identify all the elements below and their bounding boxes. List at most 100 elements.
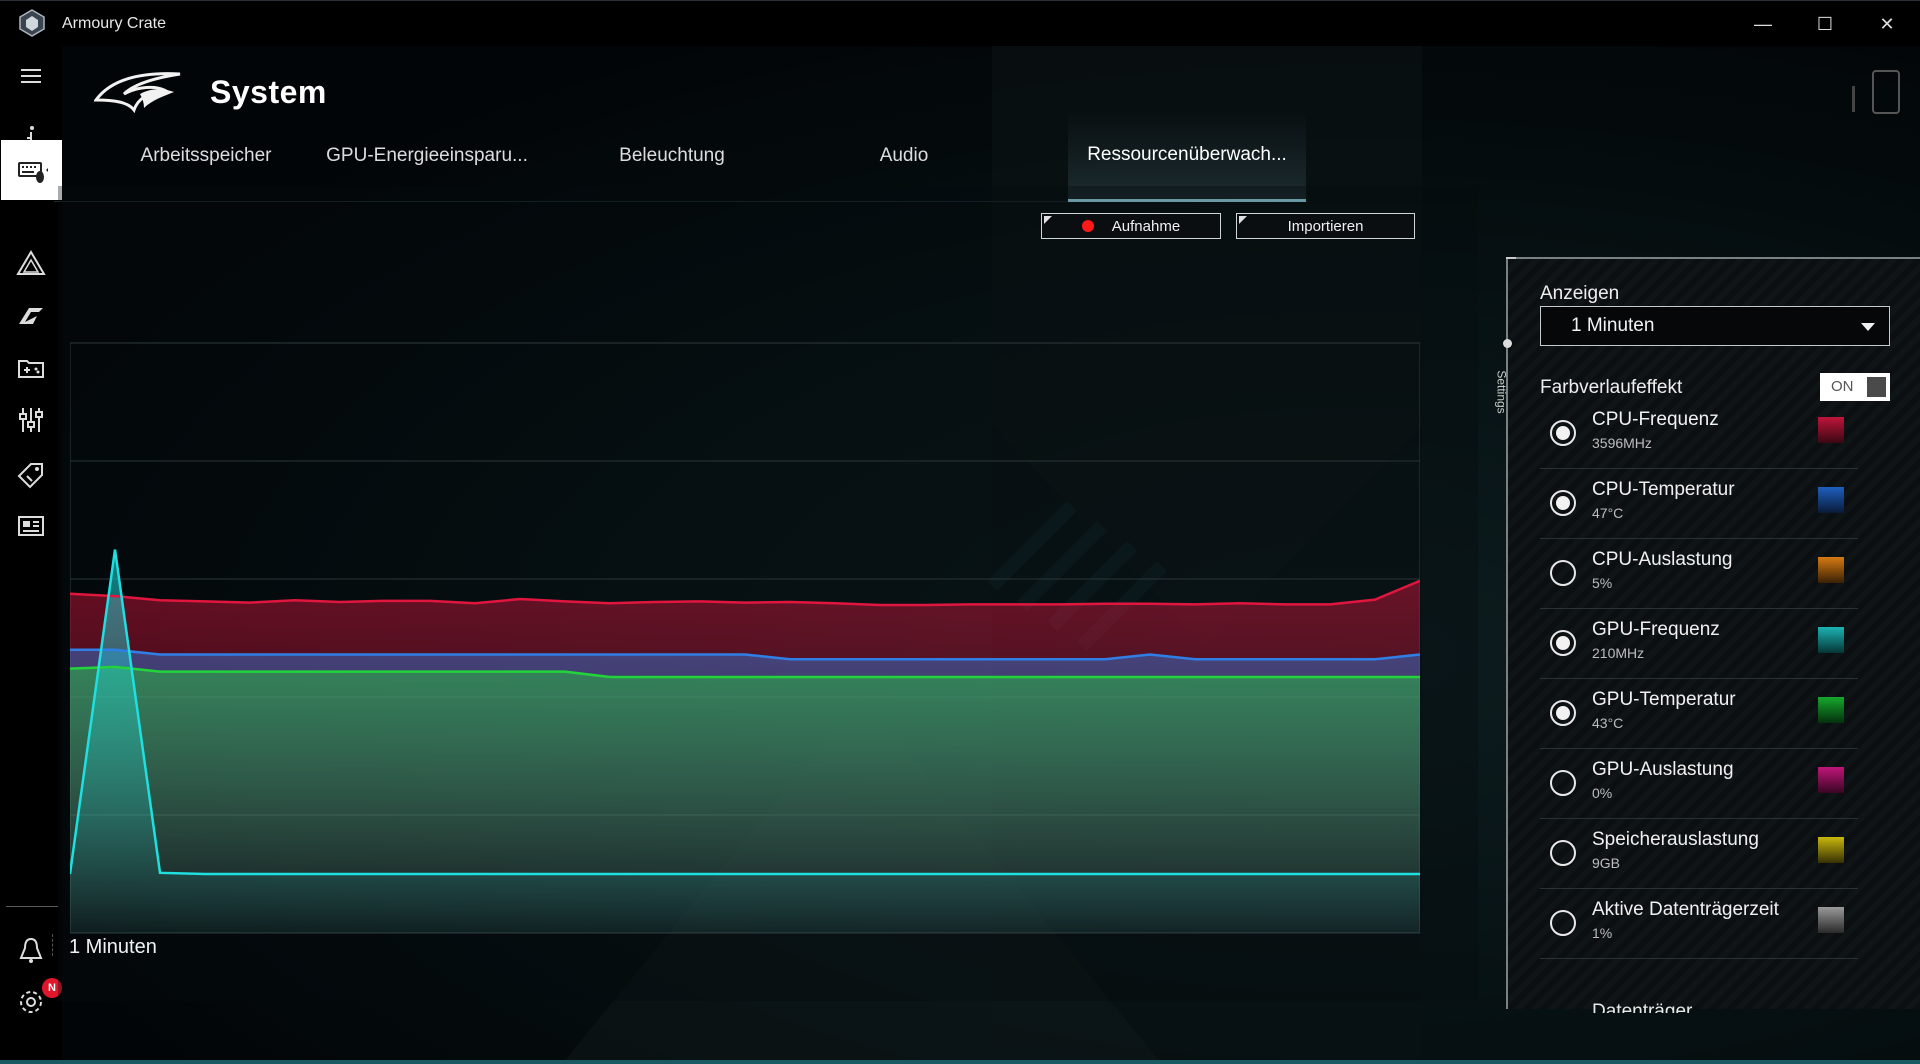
settings-tab-dot-icon [1503,339,1512,348]
app-title: Armoury Crate [62,15,167,32]
series-line-1 [70,648,1420,661]
news-icon [18,516,44,536]
button-corner-mark [1239,216,1247,224]
button-corner-mark [1044,216,1052,224]
gradient-effect-toggle[interactable]: ON [1820,373,1890,401]
metric-value: 3596MHz [1592,435,1652,451]
metric-color-swatch[interactable] [1818,837,1844,863]
rog-logo [94,72,181,114]
metric-disk-active-time[interactable]: Aktive Datenträgerzeit 1% [1540,889,1858,959]
aura-icon [16,250,46,275]
metric-name: Aktive Datenträgerzeit [1592,899,1779,920]
settings-tab-label: Settings [1494,370,1509,414]
tab-ressourcenueberwachung[interactable]: Ressourcenüberwach... [1068,110,1306,202]
metric-radio[interactable] [1550,770,1576,796]
series-line-2 [70,665,1420,679]
nav-deals[interactable] [0,444,62,504]
record-button-label: Aufnahme [1111,217,1181,235]
tab-arbeitsspeicher[interactable]: Arbeitsspeicher [140,145,272,166]
metric-value: 47°C [1592,505,1624,521]
display-label: Anzeigen [1540,283,1620,304]
metric-radio[interactable] [1550,840,1576,866]
settings-icon [20,991,42,1013]
metric-name: Speicherauslastung [1592,829,1759,850]
nav-news[interactable] [0,496,62,556]
metric-value: 43°C [1592,715,1624,731]
metric-color-swatch[interactable] [1818,557,1844,583]
record-dot-icon [1081,220,1094,232]
metric-gpu-frequency[interactable]: GPU-Frequenz 210MHz [1540,609,1858,679]
metric-name: GPU-Temperatur [1592,689,1736,710]
metric-radio[interactable] [1550,700,1576,726]
nav-menu[interactable] [0,46,62,106]
deals-icon [17,463,43,489]
left-navigation: N [0,46,62,1064]
close-button[interactable]: ✕ [1857,1,1917,47]
import-button[interactable]: Importieren [1236,213,1415,239]
settings-panel: Settings Anzeigen 1 Minuten Farbverlaufe… [1495,257,1920,1013]
notification-badge: N [42,978,62,998]
metric-radio[interactable] [1550,420,1576,446]
phone-device-icon[interactable] [1872,70,1900,114]
metric-color-swatch[interactable] [1818,697,1844,723]
series-line-0 [70,579,1420,607]
metric-color-swatch[interactable] [1818,907,1844,933]
metric-radio[interactable] [1550,630,1576,656]
minimize-icon: — [1754,13,1772,34]
metric-color-swatch[interactable] [1818,417,1844,443]
metric-gpu-usage[interactable]: GPU-Auslastung 0% [1540,749,1858,819]
nav-armoury[interactable] [0,286,62,346]
game-library-icon [18,360,44,378]
user-center-icon [19,937,43,963]
page-title: System [210,74,327,110]
armoury-crate-logo-icon [19,9,45,37]
metric-radio[interactable] [1550,560,1576,586]
metric-radio[interactable] [1550,490,1576,516]
series-area-3 [70,549,1420,933]
device-indicator-bar [1852,86,1855,112]
nav-aura[interactable] [0,234,62,294]
chevron-down-icon [1861,323,1875,331]
tab-beleuchtung[interactable]: Beleuchtung [619,145,725,166]
maximize-button[interactable]: ☐ [1795,1,1855,47]
nav-scenario-profiles[interactable] [0,390,62,450]
nav-user-center[interactable] [0,920,62,980]
tab-audio[interactable]: Audio [879,145,929,166]
series-area-2 [70,666,1420,933]
metric-name: CPU-Temperatur [1592,479,1735,500]
metric-cpu-frequency[interactable]: CPU-Frequenz 3596MHz [1540,399,1858,469]
window-bottom-border [0,1060,1920,1064]
metric-cpu-temperature[interactable]: CPU-Temperatur 47°C [1540,469,1858,539]
panel-corner-mark [1506,257,1516,259]
metric-gpu-temperature[interactable]: GPU-Temperatur 43°C [1540,679,1858,749]
display-range-dropdown[interactable]: 1 Minuten [1540,306,1890,346]
nav-game-library[interactable] [0,338,62,398]
record-button[interactable]: Aufnahme [1041,213,1221,239]
settings-panel-tab[interactable]: Settings [1495,339,1514,429]
metric-color-swatch[interactable] [1818,487,1844,513]
metric-cpu-usage[interactable]: CPU-Auslastung 5% [1540,539,1858,609]
gradient-effect-label: Farbverlaufeffekt [1540,377,1683,398]
nav-device[interactable] [1,140,62,200]
metric-color-swatch[interactable] [1818,627,1844,653]
tab-bar: Arbeitsspeicher GPU-Energieeinsparu... B… [54,110,1308,202]
metric-value: 0% [1592,785,1613,801]
minimize-button[interactable]: — [1733,1,1793,47]
device-icon [17,162,48,183]
metric-memory-usage[interactable]: Speicherauslastung 9GB [1540,819,1858,889]
nav-settings[interactable]: N [0,972,62,1032]
metric-radio[interactable] [1550,910,1576,936]
toggle-knob [1867,377,1886,397]
metric-partial-name: Datenträger... [1592,1001,1708,1013]
series-line-3 [70,549,1420,876]
tab-gpu-energieeinsparung[interactable]: GPU-Energieeinsparu... [326,145,528,166]
metric-value: 5% [1592,575,1613,591]
metric-name: GPU-Auslastung [1592,759,1734,780]
scenario-profiles-icon [19,408,43,432]
armoury-icon [19,308,43,324]
x-axis-tick [52,934,58,956]
maximize-icon: ☐ [1816,13,1834,34]
resource-monitor-chart [70,342,1420,934]
metric-color-swatch[interactable] [1818,767,1844,793]
display-range-value: 1 Minuten [1571,315,1655,336]
